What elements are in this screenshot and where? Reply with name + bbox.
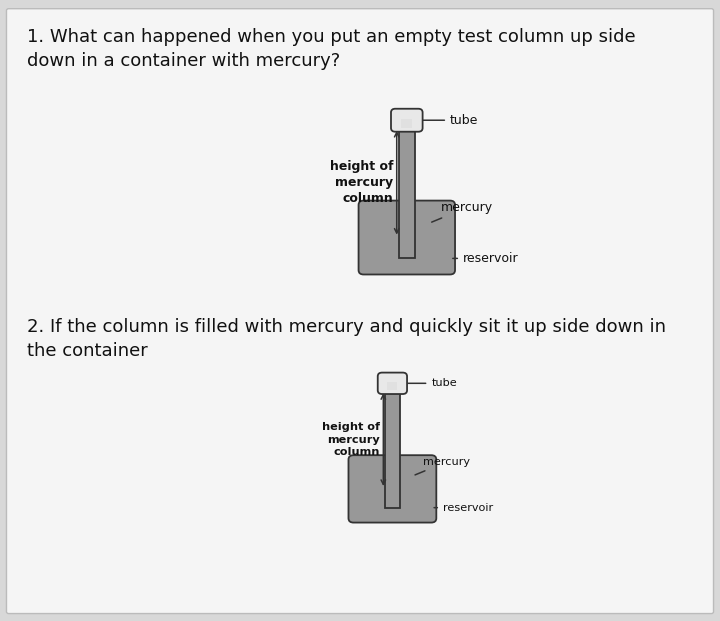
FancyBboxPatch shape bbox=[348, 455, 436, 523]
Text: mercury: mercury bbox=[432, 201, 492, 222]
Text: tube: tube bbox=[421, 114, 478, 127]
Text: mercury: mercury bbox=[415, 457, 470, 475]
FancyBboxPatch shape bbox=[6, 9, 714, 614]
Text: height of
mercury
column: height of mercury column bbox=[330, 160, 393, 206]
Text: reservoir: reservoir bbox=[434, 502, 493, 513]
Bar bbox=[399, 128, 415, 258]
FancyBboxPatch shape bbox=[391, 109, 423, 132]
Text: 2. If the column is filled with mercury and quickly sit it up side down in
the c: 2. If the column is filled with mercury … bbox=[27, 318, 667, 360]
Bar bbox=[387, 382, 397, 390]
FancyBboxPatch shape bbox=[359, 201, 455, 274]
Text: 1. What can happened when you put an empty test column up side
down in a contain: 1. What can happened when you put an emp… bbox=[27, 28, 636, 70]
Bar bbox=[385, 390, 400, 507]
Text: height of
mercury
column: height of mercury column bbox=[322, 422, 380, 457]
Text: tube: tube bbox=[405, 378, 457, 388]
Text: reservoir: reservoir bbox=[453, 252, 518, 265]
FancyBboxPatch shape bbox=[378, 373, 407, 394]
Bar bbox=[401, 119, 413, 128]
